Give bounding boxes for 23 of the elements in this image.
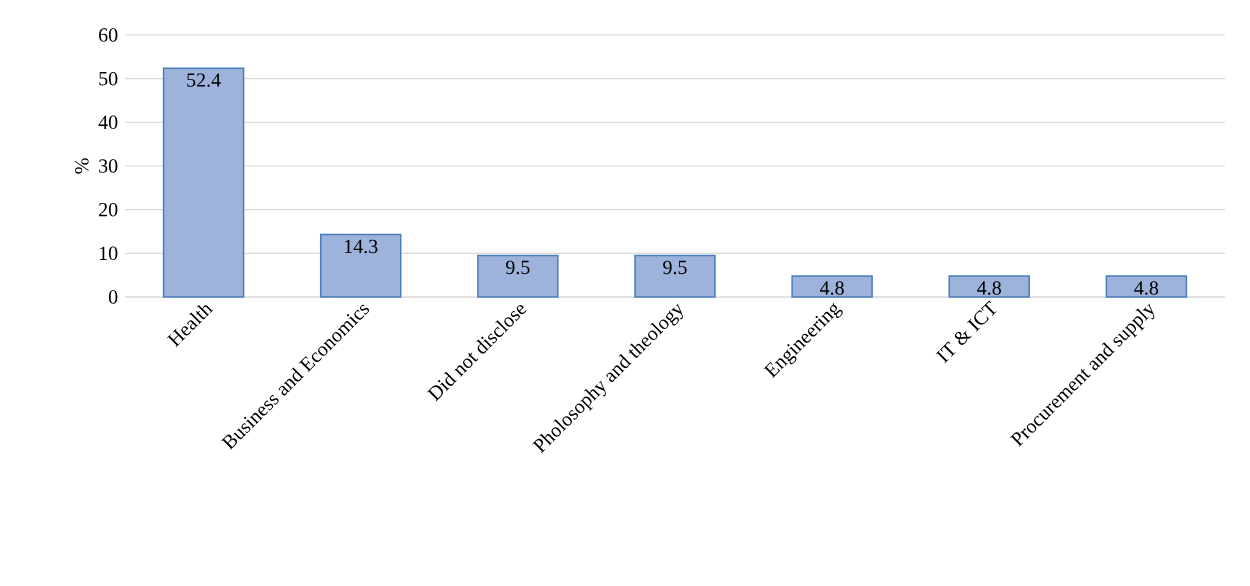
bar xyxy=(948,275,1030,298)
data-label: 52.4 xyxy=(187,73,221,87)
y-tick-label: 10 xyxy=(99,246,118,261)
y-tick-label: 30 xyxy=(99,159,118,173)
data-label: 4.8 xyxy=(820,281,844,295)
bar xyxy=(162,67,245,298)
data-label: 14.3 xyxy=(344,239,378,254)
y-tick-label: 50 xyxy=(99,71,118,86)
y-tick-label: 40 xyxy=(98,115,118,130)
bar xyxy=(791,275,873,298)
bar xyxy=(634,254,716,298)
data-label: 9.5 xyxy=(663,260,687,275)
y-tick-label: 20 xyxy=(99,202,118,217)
bar xyxy=(477,254,559,298)
y-axis-title: % xyxy=(75,158,89,174)
x-tick-label: IT & ICT xyxy=(935,300,997,364)
data-label: 4.8 xyxy=(1134,281,1159,295)
y-tick-label: 0 xyxy=(108,290,118,304)
y-tick-label: 60 xyxy=(99,28,118,42)
bar xyxy=(319,233,402,298)
bar xyxy=(1105,275,1188,298)
data-label: 9.5 xyxy=(505,260,530,275)
data-label: 4.8 xyxy=(977,281,1001,295)
